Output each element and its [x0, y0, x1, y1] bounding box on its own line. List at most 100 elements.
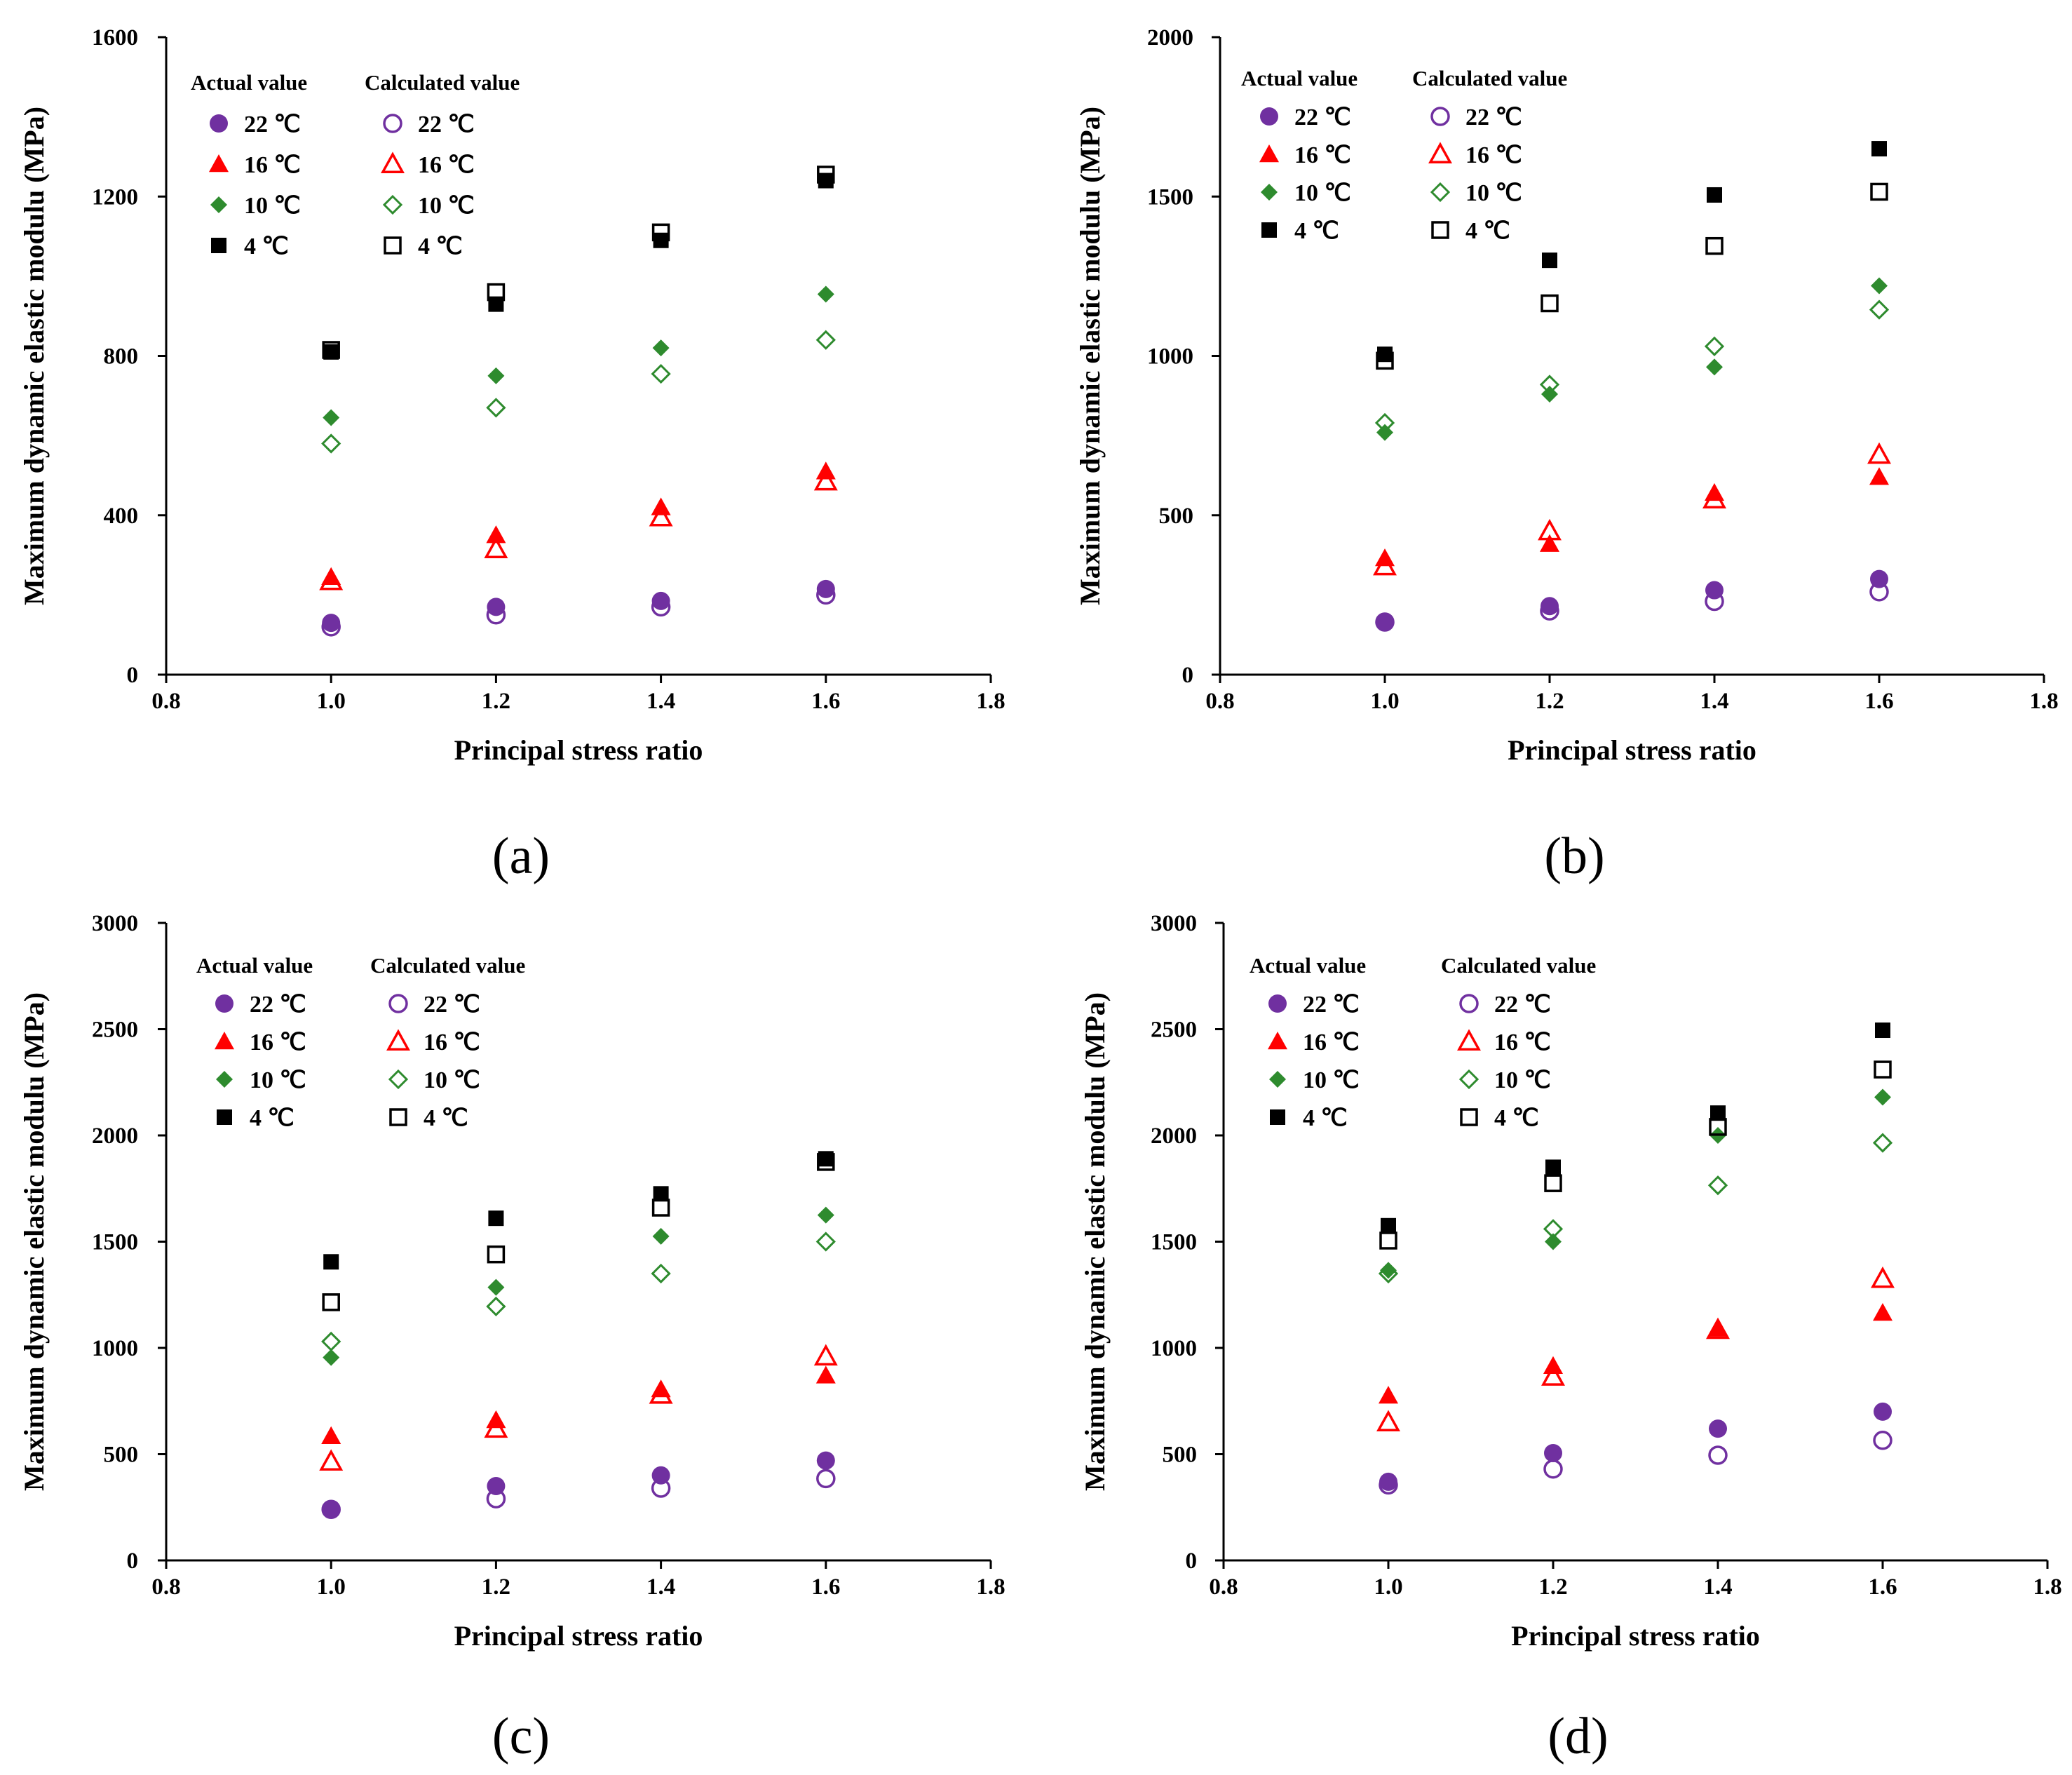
x-tick-label: 1.4 — [646, 689, 675, 714]
x-tick-label: 1.4 — [1700, 689, 1728, 714]
legend-title-actual: Actual value — [1250, 953, 1366, 978]
data-point — [321, 1331, 341, 1352]
series-calculated-22 — [1375, 582, 1889, 632]
y-tick-label: 3000 — [1151, 911, 1197, 936]
data-point — [1704, 336, 1725, 356]
legend-label-calculated-10: 10 ℃ — [418, 193, 475, 219]
series-calculated-10 — [1378, 1133, 1893, 1284]
data-point — [1706, 358, 1723, 376]
data-point — [321, 1426, 341, 1444]
chart-panel-d: 0 500 1000 1500 2000 2500 3000 0.8 1.0 1.2 1.4 1.6 1… — [1079, 911, 2062, 1765]
legend-marker-actual-22 — [1268, 994, 1287, 1013]
y-tick-label: 0 — [1182, 663, 1194, 688]
series-calculated-22 — [321, 585, 836, 637]
y-tick-label: 1500 — [1151, 1230, 1197, 1255]
legend-label-actual-16: 16 ℃ — [1294, 142, 1351, 168]
y-tick-label: 800 — [104, 344, 139, 370]
data-point — [1377, 346, 1393, 363]
data-point — [651, 1478, 671, 1498]
x-tick-label: 1.0 — [1370, 689, 1399, 714]
legend-marker-calculated-16 — [1428, 142, 1452, 163]
data-point — [322, 1500, 341, 1519]
legend-marker-actual-4 — [1270, 1109, 1285, 1125]
x-tick-label: 1.0 — [317, 1574, 346, 1600]
data-point — [1874, 1060, 1892, 1079]
legend-label-calculated-22: 22 ℃ — [424, 992, 480, 1018]
legend-marker-actual-22 — [1260, 107, 1278, 126]
y-tick-label: 1600 — [92, 25, 138, 50]
legend-label-actual-4: 4 ℃ — [250, 1105, 294, 1131]
y-axis-title: Maximum dynamic elastic modulu (MPa) — [1074, 107, 1106, 605]
series-actual-22 — [322, 1451, 835, 1519]
data-point — [322, 341, 340, 359]
legend-label-calculated-16: 16 ℃ — [424, 1030, 480, 1055]
data-point — [323, 409, 340, 426]
data-point — [1542, 252, 1557, 269]
legend-label-calculated-16: 16 ℃ — [418, 152, 475, 178]
data-point — [486, 398, 506, 418]
data-point — [815, 1231, 836, 1252]
legend-label-actual-16: 16 ℃ — [244, 152, 301, 178]
legend-label-calculated-4: 4 ℃ — [1494, 1105, 1539, 1131]
y-tick-label: 2000 — [1151, 1123, 1197, 1149]
x-tick-label: 1.6 — [1868, 1574, 1897, 1600]
data-point — [1543, 1219, 1564, 1239]
data-point — [1873, 1303, 1892, 1321]
data-point — [487, 1245, 506, 1264]
x-axis-title: Principal stress ratio — [1511, 1620, 1760, 1652]
series-actual-16 — [1379, 1303, 1892, 1404]
data-point — [1544, 1174, 1562, 1192]
data-point — [1376, 613, 1394, 632]
data-point — [487, 1278, 505, 1296]
legend-label-actual-22: 22 ℃ — [244, 112, 301, 137]
data-point — [1541, 1364, 1565, 1386]
legend-title-actual: Actual value — [191, 70, 307, 95]
series-calculated-4 — [322, 166, 835, 359]
legend-label-calculated-22: 22 ℃ — [1465, 104, 1522, 130]
data-point — [651, 363, 671, 384]
data-point — [815, 330, 836, 350]
data-point — [651, 1199, 670, 1217]
data-point — [1709, 1118, 1727, 1136]
data-point — [1539, 374, 1560, 395]
data-point — [649, 504, 673, 527]
data-point — [1374, 412, 1395, 433]
data-point — [1705, 591, 1724, 612]
y-axis-title: Maximum dynamic elastic modulu (MPa) — [18, 107, 50, 605]
legend-title-calculated: Calculated value — [1441, 953, 1596, 978]
series-calculated-10 — [1374, 299, 1890, 433]
y-tick-label: 500 — [104, 1443, 139, 1468]
data-point — [1875, 1023, 1890, 1039]
data-point — [816, 1469, 836, 1489]
data-point — [1871, 141, 1887, 157]
data-point — [1380, 1262, 1397, 1279]
x-tick-label: 0.8 — [151, 689, 180, 714]
y-axis-title: Maximum dynamic elastic modulu (MPa) — [18, 992, 50, 1491]
series-actual-4 — [323, 1151, 834, 1270]
x-tick-label: 0.8 — [1205, 689, 1234, 714]
legend-label-actual-10: 10 ℃ — [244, 193, 301, 219]
y-tick-label: 0 — [127, 1548, 139, 1574]
legend-marker-actual-10 — [1261, 184, 1278, 201]
data-point — [1543, 1459, 1563, 1479]
legend-marker-calculated-10 — [388, 1069, 409, 1090]
series-actual-22 — [322, 579, 835, 633]
legend-label-calculated-4: 4 ℃ — [1465, 218, 1510, 244]
legend-marker-actual-4 — [217, 1109, 232, 1125]
legend-marker-calculated-4 — [1431, 221, 1449, 239]
x-tick-label: 1.6 — [1864, 689, 1893, 714]
legend-marker-actual-10 — [210, 196, 227, 213]
y-tick-label: 400 — [104, 504, 139, 529]
series-calculated-22 — [321, 1469, 836, 1520]
legend-label-calculated-16: 16 ℃ — [1494, 1030, 1551, 1055]
legend-title-calculated: Calculated value — [370, 953, 525, 978]
data-point — [1541, 597, 1559, 616]
x-tick-label: 1.2 — [482, 689, 510, 714]
x-tick-label: 1.8 — [976, 689, 1005, 714]
legend-label-actual-10: 10 ℃ — [1303, 1067, 1360, 1093]
chart-panel-c: 0 500 1000 1500 2000 2500 3000 0.8 1.0 1.2 1.4 1.6 1… — [18, 911, 1005, 1765]
legend-label-calculated-4: 4 ℃ — [424, 1105, 468, 1131]
data-point — [1707, 187, 1722, 203]
legend-title-calculated: Calculated value — [1412, 66, 1567, 90]
